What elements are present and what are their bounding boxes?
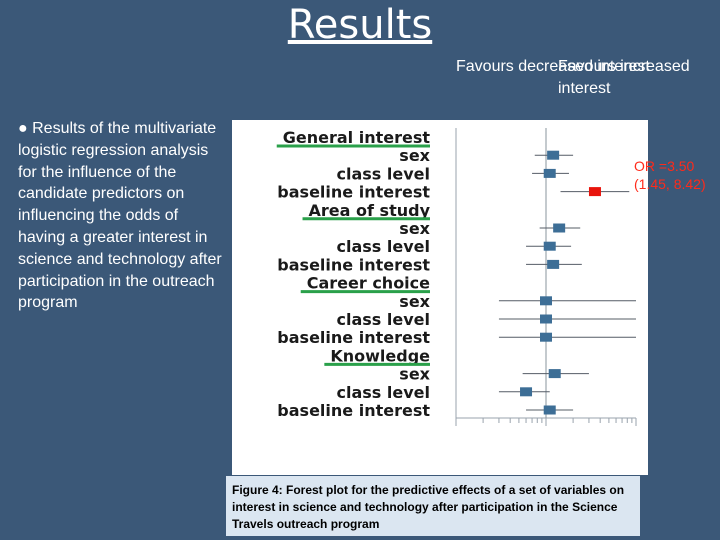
slide-title: Results bbox=[287, 2, 433, 48]
bullet-text: ● Results of the multivariate logistic r… bbox=[18, 120, 222, 312]
figure-caption: Figure 4: Forest plot for the predictive… bbox=[226, 476, 640, 536]
forest-plot-panel bbox=[232, 120, 648, 475]
favours-increased-label: Favours increased interest bbox=[558, 58, 690, 97]
odds-ratio-annotation: OR =3.50 (1.45, 8.42) bbox=[634, 158, 706, 192]
favours-decreased-label: Favours decreased interest bbox=[456, 58, 650, 75]
